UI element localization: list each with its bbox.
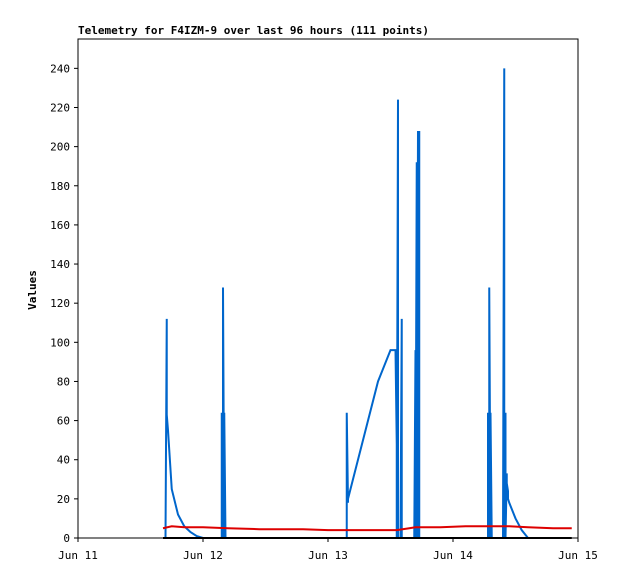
y-tick-label: 0 (63, 532, 70, 545)
x-tick-label: Jun 13 (308, 549, 348, 562)
y-axis: 0 20 40 60 80 100 120 140 160 180 200 220 240 (50, 62, 78, 545)
series-layer (162, 68, 572, 539)
y-tick-label: 80 (57, 375, 70, 388)
y-tick-label: 40 (57, 454, 70, 467)
y-tick-label: 220 (50, 101, 70, 114)
x-tick-label: Jun 14 (433, 549, 473, 562)
x-tick-label: Jun 11 (58, 549, 98, 562)
y-tick-label: 60 (57, 415, 70, 428)
x-tick-label: Jun 15 (558, 549, 598, 562)
y-tick-label: 200 (50, 141, 70, 154)
series-line-2 (162, 525, 572, 532)
y-tick-label: 120 (50, 297, 70, 310)
y-tick-label: 20 (57, 493, 70, 506)
chart-title: Telemetry for F4IZM-9 over last 96 hours… (78, 24, 429, 37)
y-tick-label: 180 (50, 180, 70, 193)
x-axis: Jun 11 Jun 12 Jun 13 Jun 14 Jun 15 (58, 538, 598, 562)
y-tick-label: 100 (50, 336, 70, 349)
y-tick-label: 160 (50, 219, 70, 232)
y-axis-label: Values (26, 270, 39, 310)
y-tick-label: 140 (50, 258, 70, 271)
series-line-1 (163, 68, 535, 539)
y-tick-label: 240 (50, 62, 70, 75)
x-tick-label: Jun 12 (183, 549, 223, 562)
